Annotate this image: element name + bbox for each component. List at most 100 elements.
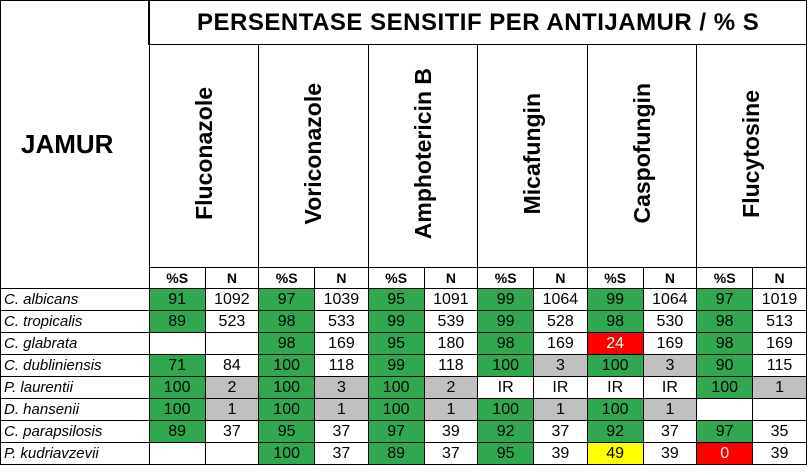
n-cell: IR (642, 376, 698, 399)
row-header-jamur: JAMUR (0, 0, 150, 289)
n-cell: 1039 (314, 288, 369, 311)
sub-header-n: N (314, 267, 369, 289)
n-cell: 1 (314, 398, 369, 421)
fungus-name: C. glabrata (0, 332, 150, 355)
percent-s-cell: 100 (367, 398, 425, 421)
table-title: PERSENTASE SENSITIF PER ANTIJAMUR / % S (148, 0, 808, 45)
percent-s-cell: 71 (148, 354, 206, 377)
n-cell: 1 (533, 398, 588, 421)
sub-header-percent-s: %S (586, 267, 644, 289)
n-cell: 169 (642, 332, 698, 355)
percent-s-cell: 100 (586, 354, 644, 377)
percent-s-cell: 95 (367, 332, 425, 355)
percent-s-cell: 99 (367, 354, 425, 377)
percent-s-cell: 89 (367, 442, 425, 465)
percent-s-cell: 99 (477, 288, 535, 311)
percent-s-cell: 49 (586, 442, 644, 465)
table-row: C. glabrata 98 169 95 180 98 169 24 169 98 169 (0, 332, 807, 355)
percent-s-cell: 100 (258, 354, 316, 377)
drug-label: Voriconazole (300, 82, 327, 225)
percent-s-cell: 100 (586, 398, 644, 421)
table-row: P. kudriavzevii 100 37 89 37 95 39 49 39 0 39 (0, 442, 807, 465)
percent-s-cell: 100 (148, 376, 206, 399)
fungus-name: C. tropicalis (0, 310, 150, 333)
percent-s-cell: 98 (696, 310, 754, 333)
percent-s-cell: 100 (477, 398, 535, 421)
percent-s-cell: 98 (477, 332, 535, 355)
percent-s-cell: 99 (367, 310, 425, 333)
n-cell: 37 (533, 420, 588, 443)
n-cell: 169 (314, 332, 369, 355)
fungus-name: C. dubliniensis (0, 354, 150, 377)
n-cell: 1091 (423, 288, 479, 311)
fungus-name: P. laurentii (0, 376, 150, 399)
n-cell: 37 (204, 420, 260, 443)
percent-s-cell: 98 (696, 332, 754, 355)
drug-header: Micafungin (477, 44, 588, 268)
drug-header: Voriconazole (258, 44, 369, 268)
n-cell: 37 (314, 442, 369, 465)
n-cell: 39 (752, 442, 807, 465)
percent-s-cell: 97 (696, 420, 754, 443)
n-cell: 39 (642, 442, 698, 465)
percent-s-cell: 92 (477, 420, 535, 443)
percent-s-cell: 95 (477, 442, 535, 465)
percent-s-cell: 98 (258, 310, 316, 333)
n-cell: 39 (423, 420, 479, 443)
percent-s-cell: 0 (696, 442, 754, 465)
table-row: C. parapsilosis 89 37 95 37 97 39 92 37 92 37 97 35 (0, 420, 807, 443)
table-row: P. laurentii 100 2 100 3 100 2 IR IR IR IR 100 1 (0, 376, 807, 399)
n-cell: 37 (314, 420, 369, 443)
percent-s-cell: 24 (586, 332, 644, 355)
percent-s-cell: 91 (148, 288, 206, 311)
n-cell: 528 (533, 310, 588, 333)
percent-s-cell: 100 (696, 376, 754, 399)
n-cell: 169 (752, 332, 807, 355)
n-cell: 1092 (204, 288, 260, 311)
sub-header-percent-s: %S (367, 267, 425, 289)
percent-s-cell: IR (477, 376, 535, 399)
n-cell: 3 (642, 354, 698, 377)
n-cell: 1 (642, 398, 698, 421)
n-cell: 115 (752, 354, 807, 377)
sub-header-n: N (752, 267, 807, 289)
percent-s-cell: 90 (696, 354, 754, 377)
n-cell: 118 (423, 354, 479, 377)
sensitivity-table: JAMUR PERSENTASE SENSITIF PER ANTIJAMUR … (0, 0, 808, 465)
percent-s-cell: 98 (258, 332, 316, 355)
percent-s-cell: 97 (367, 420, 425, 443)
sub-header-percent-s: %S (258, 267, 316, 289)
n-cell: 35 (752, 420, 807, 443)
n-cell: 2 (423, 376, 479, 399)
percent-s-cell (696, 398, 754, 421)
n-cell: 84 (204, 354, 260, 377)
n-cell: 1064 (533, 288, 588, 311)
n-cell: 523 (204, 310, 260, 333)
n-cell: 169 (533, 332, 588, 355)
table-row: C. dubliniensis 71 84 100 118 99 118 100 3 100 3 90… (0, 354, 807, 377)
n-cell: 3 (533, 354, 588, 377)
n-cell: 37 (642, 420, 698, 443)
n-cell: 530 (642, 310, 698, 333)
percent-s-cell: 98 (586, 310, 644, 333)
n-cell (204, 442, 260, 465)
sub-header-n: N (204, 267, 260, 289)
n-cell: 1 (752, 376, 807, 399)
percent-s-cell: 100 (258, 442, 316, 465)
table-row: D. hansenii 100 1 100 1 100 1 100 1 100 1 (0, 398, 807, 421)
n-cell: 39 (533, 442, 588, 465)
percent-s-cell: 95 (367, 288, 425, 311)
fungus-name: D. hansenii (0, 398, 150, 421)
fungus-name: C. albicans (0, 288, 150, 311)
n-cell: IR (533, 376, 588, 399)
n-cell: 513 (752, 310, 807, 333)
percent-s-cell (148, 332, 206, 355)
percent-s-cell: 99 (477, 310, 535, 333)
sub-header-n: N (533, 267, 588, 289)
sub-header-n: N (642, 267, 698, 289)
drug-label: Fluconazole (190, 87, 217, 220)
sub-header-n: N (423, 267, 479, 289)
percent-s-cell: 100 (148, 398, 206, 421)
n-cell: 1019 (752, 288, 807, 311)
n-cell: 539 (423, 310, 479, 333)
